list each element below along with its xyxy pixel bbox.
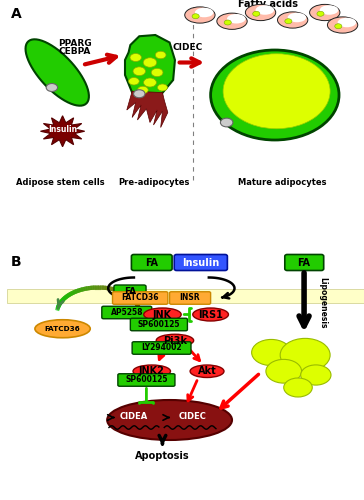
Polygon shape bbox=[127, 91, 168, 128]
Ellipse shape bbox=[337, 18, 356, 27]
Ellipse shape bbox=[193, 308, 229, 321]
Ellipse shape bbox=[192, 14, 199, 18]
Text: INSR: INSR bbox=[179, 294, 200, 302]
FancyBboxPatch shape bbox=[130, 318, 187, 331]
Text: A: A bbox=[11, 8, 21, 22]
FancyBboxPatch shape bbox=[170, 292, 211, 304]
Text: Lipogenesis: Lipogenesis bbox=[318, 277, 328, 328]
Ellipse shape bbox=[138, 86, 148, 94]
Text: FA: FA bbox=[145, 258, 158, 268]
Text: JNK: JNK bbox=[153, 310, 172, 320]
FancyBboxPatch shape bbox=[174, 254, 228, 270]
Ellipse shape bbox=[284, 378, 312, 397]
Ellipse shape bbox=[128, 78, 139, 85]
Ellipse shape bbox=[277, 12, 308, 28]
Ellipse shape bbox=[317, 11, 324, 16]
Ellipse shape bbox=[46, 84, 58, 92]
Ellipse shape bbox=[217, 13, 247, 30]
Ellipse shape bbox=[133, 365, 170, 378]
Text: CEBPA: CEBPA bbox=[59, 47, 91, 56]
Ellipse shape bbox=[195, 8, 213, 17]
Ellipse shape bbox=[144, 308, 181, 321]
Text: SP600125: SP600125 bbox=[125, 376, 168, 384]
Polygon shape bbox=[25, 40, 89, 106]
FancyBboxPatch shape bbox=[112, 292, 168, 304]
Ellipse shape bbox=[35, 320, 90, 338]
Text: Fatty acids: Fatty acids bbox=[238, 0, 298, 8]
Text: Mature adipocytes: Mature adipocytes bbox=[238, 178, 326, 187]
FancyBboxPatch shape bbox=[118, 374, 175, 386]
Ellipse shape bbox=[335, 24, 342, 28]
Text: JNK2: JNK2 bbox=[139, 366, 165, 376]
Ellipse shape bbox=[151, 68, 163, 76]
Text: Adipose stem cells: Adipose stem cells bbox=[16, 178, 105, 187]
Ellipse shape bbox=[221, 118, 233, 127]
Ellipse shape bbox=[143, 58, 157, 67]
Ellipse shape bbox=[211, 50, 339, 140]
Text: Apoptosis: Apoptosis bbox=[135, 451, 190, 461]
Ellipse shape bbox=[133, 67, 146, 76]
Text: Pre-adipocytes: Pre-adipocytes bbox=[118, 178, 189, 187]
Polygon shape bbox=[125, 35, 175, 100]
FancyBboxPatch shape bbox=[131, 254, 172, 270]
FancyBboxPatch shape bbox=[285, 254, 324, 270]
Ellipse shape bbox=[190, 365, 224, 378]
Ellipse shape bbox=[280, 338, 330, 372]
Text: SP600125: SP600125 bbox=[138, 320, 180, 329]
Text: FATCD36: FATCD36 bbox=[121, 294, 159, 302]
Ellipse shape bbox=[320, 5, 338, 15]
Text: CIDEC: CIDEC bbox=[172, 43, 202, 52]
Text: FATCD36: FATCD36 bbox=[45, 326, 80, 332]
Text: B: B bbox=[11, 255, 21, 269]
Text: IRS1: IRS1 bbox=[198, 310, 223, 320]
Text: CIDEA: CIDEA bbox=[120, 412, 148, 421]
Text: Insulin: Insulin bbox=[182, 258, 219, 268]
Text: AP5258: AP5258 bbox=[111, 308, 143, 317]
Ellipse shape bbox=[224, 20, 231, 25]
Ellipse shape bbox=[158, 84, 167, 91]
Ellipse shape bbox=[288, 12, 306, 22]
Ellipse shape bbox=[130, 54, 141, 62]
Ellipse shape bbox=[285, 18, 292, 24]
Ellipse shape bbox=[253, 11, 260, 16]
Ellipse shape bbox=[155, 52, 166, 59]
FancyBboxPatch shape bbox=[102, 306, 152, 319]
Bar bbox=[7, 288, 364, 302]
Ellipse shape bbox=[223, 54, 330, 128]
Ellipse shape bbox=[252, 340, 291, 365]
Ellipse shape bbox=[301, 365, 331, 385]
FancyBboxPatch shape bbox=[114, 285, 146, 298]
Polygon shape bbox=[40, 116, 85, 147]
Ellipse shape bbox=[156, 334, 194, 347]
Ellipse shape bbox=[245, 4, 276, 20]
Ellipse shape bbox=[328, 17, 358, 33]
Text: CIDEC: CIDEC bbox=[179, 412, 207, 421]
Text: Akt: Akt bbox=[198, 366, 217, 376]
Ellipse shape bbox=[134, 90, 145, 98]
Ellipse shape bbox=[107, 400, 232, 440]
Text: Insulin: Insulin bbox=[48, 126, 77, 134]
Ellipse shape bbox=[310, 4, 340, 20]
Text: FA: FA bbox=[298, 258, 310, 268]
Text: PPARG: PPARG bbox=[58, 40, 92, 48]
Text: LY294002: LY294002 bbox=[142, 344, 182, 352]
Ellipse shape bbox=[266, 360, 302, 383]
Ellipse shape bbox=[256, 5, 274, 15]
Text: FA: FA bbox=[124, 287, 136, 296]
Text: Pi3k: Pi3k bbox=[163, 336, 187, 345]
Ellipse shape bbox=[185, 7, 215, 23]
Ellipse shape bbox=[143, 78, 157, 87]
FancyBboxPatch shape bbox=[132, 342, 191, 354]
Ellipse shape bbox=[227, 14, 246, 24]
